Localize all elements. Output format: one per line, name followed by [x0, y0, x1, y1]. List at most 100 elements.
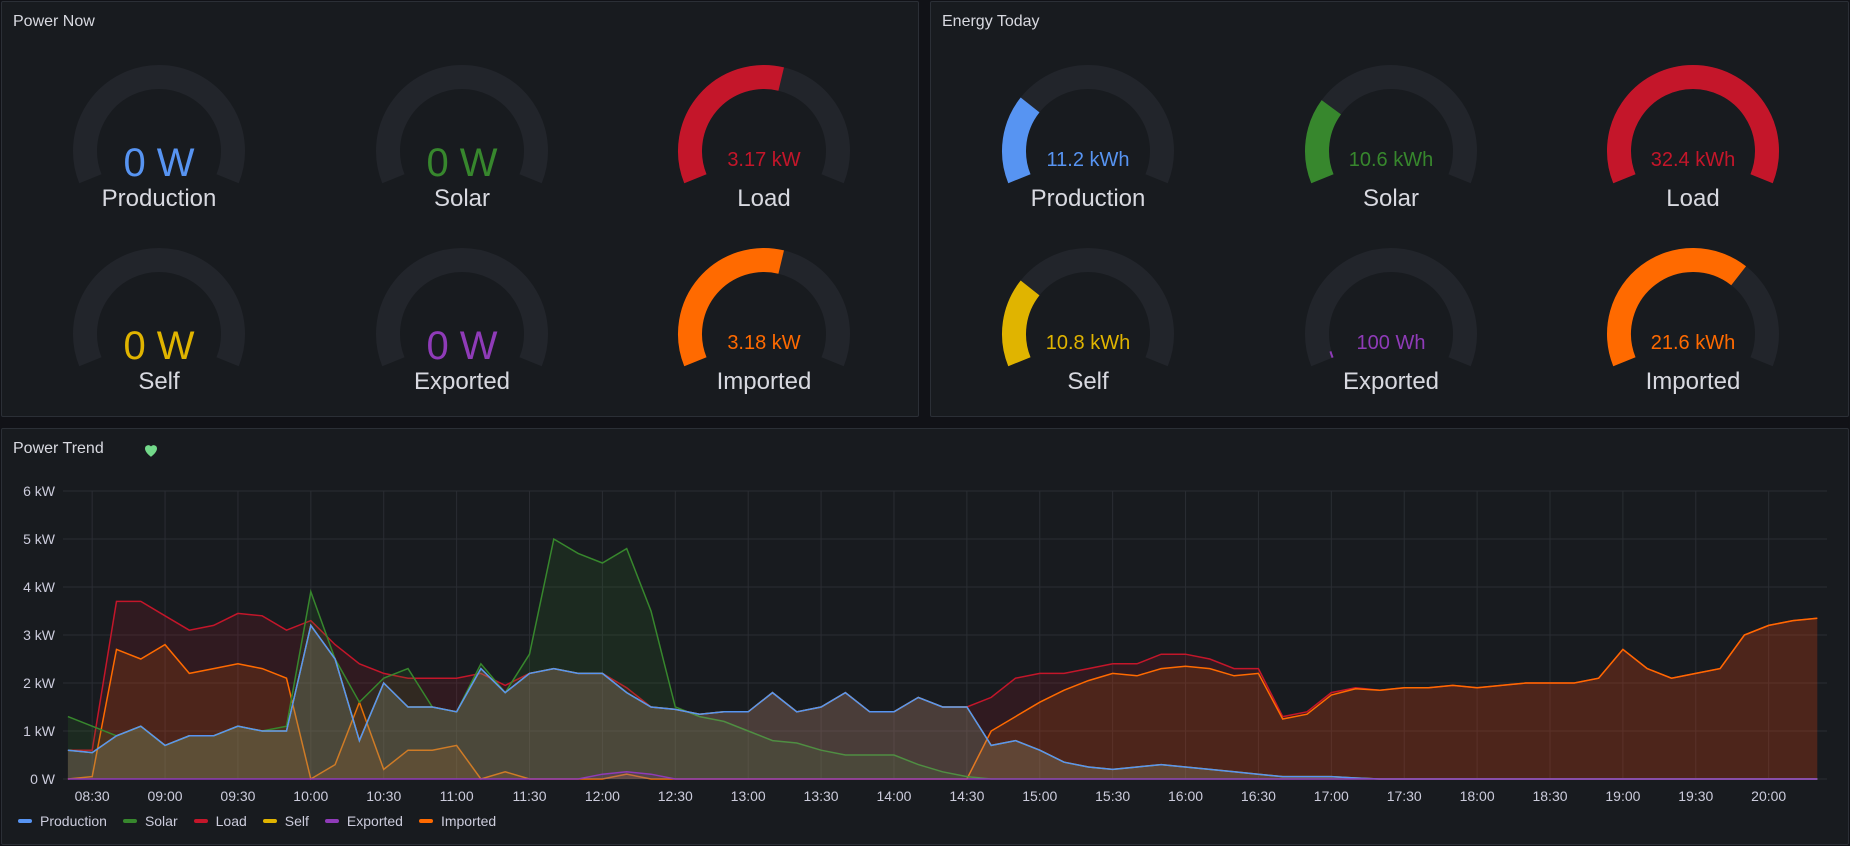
gauge-track: [376, 248, 548, 367]
gauge-label: Load: [1666, 185, 1720, 212]
series-area-load: [67, 601, 1818, 779]
x-tick-label: 11:00: [440, 788, 474, 804]
chart-legend: Production Solar Load Self Exported Imported: [18, 813, 496, 829]
gauge-arc: [1305, 65, 1477, 184]
gauge-fill: [1329, 351, 1334, 358]
gauge-value: 3.18 kW: [727, 332, 801, 354]
y-tick-label: 2 kW: [23, 675, 56, 691]
gauge-fill: [1607, 65, 1779, 184]
legend-swatch: [193, 819, 208, 823]
gauge-arc: [1002, 65, 1174, 184]
gauge-label: Solar: [433, 185, 491, 212]
gauge-value: 32.4 kWh: [1650, 149, 1736, 171]
gauge-solar: 0 W Solar: [362, 63, 562, 233]
gauge-fill: [1002, 280, 1040, 367]
legend-label: Load: [215, 813, 247, 829]
series-area-imported: [67, 618, 1818, 779]
legend-swatch: [122, 819, 137, 823]
x-tick-label: 08:30: [75, 788, 110, 804]
gauge-value: 10.6 kWh: [1348, 149, 1434, 171]
gauge-production: 11.2 kWh Production: [988, 63, 1188, 233]
gauge-label: Imported: [716, 368, 812, 395]
gauge-imported: 3.18 kW Imported: [664, 246, 864, 416]
gauge-label: Self: [138, 368, 180, 395]
legend-label: Production: [40, 813, 107, 829]
x-tick-label: 17:00: [1314, 788, 1349, 804]
legend-item-exported[interactable]: Exported: [324, 813, 403, 829]
gauge-arc: [73, 248, 245, 367]
series-area-self: [67, 625, 1818, 779]
gauge-fill: [678, 248, 784, 367]
gauge-track: [73, 65, 245, 184]
legend-swatch: [418, 819, 433, 823]
y-tick-label: 4 kW: [23, 579, 56, 595]
gauge-arc: [1607, 65, 1779, 184]
x-tick-label: 15:30: [1095, 788, 1130, 804]
gauge-label: Production: [101, 185, 217, 212]
gauge-load: 32.4 kWh Load: [1593, 63, 1793, 233]
gauge-value: 0 W: [426, 324, 498, 368]
x-tick-label: 16:30: [1241, 788, 1276, 804]
panel-title: Energy Today: [942, 13, 1040, 30]
x-tick-label: 18:30: [1532, 788, 1567, 804]
gauge-fill: [678, 65, 784, 184]
gauge-arc: [1607, 248, 1779, 367]
x-tick-label: 11:30: [513, 788, 547, 804]
gauge-production: 0 W Production: [59, 63, 259, 233]
gauge-track: [376, 65, 548, 184]
legend-label: Exported: [346, 813, 403, 829]
x-tick-label: 12:30: [658, 788, 693, 804]
legend-label: Solar: [144, 813, 178, 829]
legend-item-production[interactable]: Production: [18, 813, 107, 829]
y-tick-label: 1 kW: [23, 723, 56, 739]
y-tick-label: 0 W: [30, 771, 56, 787]
x-tick-label: 13:30: [804, 788, 839, 804]
x-tick-label: 19:30: [1678, 788, 1713, 804]
power-now-panel: Power Now 0 W Production 0 W Solar 3.17 kW Lo…: [1, 1, 919, 417]
gauge-track: [1305, 248, 1477, 367]
energy-today-panel: Energy Today 11.2 kWh Production 10.6 kWh S…: [930, 1, 1849, 417]
gauge-value: 0 W: [123, 324, 195, 368]
gauge-value: 0 W: [123, 141, 195, 185]
gauge-self: 0 W Self: [59, 246, 259, 416]
power-trend-chart[interactable]: 0 W 1 kW 2 kW 3 kW 4 kW 5 kW 6 kW 08:30 09:00 09:…: [2, 429, 1850, 809]
gauge-self: 10.8 kWh Self: [988, 246, 1188, 416]
gauge-fill: [1305, 100, 1342, 184]
gauge-value: 21.6 kWh: [1650, 332, 1736, 354]
gauge-label: Exported: [1342, 368, 1440, 395]
legend-swatch: [324, 819, 339, 823]
gauge-value: 0 W: [426, 141, 498, 185]
gauge-load: 3.17 kW Load: [664, 63, 864, 233]
x-tick-label: 17:30: [1387, 788, 1422, 804]
gauge-arc: [376, 248, 548, 367]
panel-title: Power Now: [13, 13, 95, 30]
x-tick-label: 09:30: [220, 788, 255, 804]
gauge-label: Exported: [413, 368, 511, 395]
gauge-label: Production: [1030, 185, 1146, 212]
gauge-exported: 100 Wh Exported: [1291, 246, 1491, 416]
legend-item-load[interactable]: Load: [193, 813, 247, 829]
legend-item-solar[interactable]: Solar: [122, 813, 178, 829]
heart-icon[interactable]: [142, 441, 160, 459]
gauge-label: Solar: [1362, 185, 1420, 212]
gauge-arc: [1002, 248, 1174, 367]
legend-item-imported[interactable]: Imported: [418, 813, 496, 829]
gauge-arc: [678, 65, 850, 184]
legend-item-self[interactable]: Self: [262, 813, 309, 829]
series-area-solar: [67, 539, 1818, 779]
x-tick-label: 14:00: [876, 788, 911, 804]
y-tick-label: 3 kW: [23, 627, 56, 643]
gauge-imported: 21.6 kWh Imported: [1593, 246, 1793, 416]
gauge-solar: 10.6 kWh Solar: [1291, 63, 1491, 233]
series-line-exported: [67, 771, 1818, 780]
gauge-label: Imported: [1645, 368, 1741, 395]
gauge-arc: [1305, 248, 1477, 367]
x-tick-label: 14:30: [949, 788, 984, 804]
x-tick-label: 19:00: [1605, 788, 1640, 804]
x-tick-label: 20:00: [1751, 788, 1786, 804]
x-tick-label: 16:00: [1168, 788, 1203, 804]
gauge-label: Load: [737, 185, 791, 212]
gauge-value: 3.17 kW: [727, 149, 801, 171]
gauge-fill: [1002, 97, 1040, 184]
gauge-arc: [678, 248, 850, 367]
